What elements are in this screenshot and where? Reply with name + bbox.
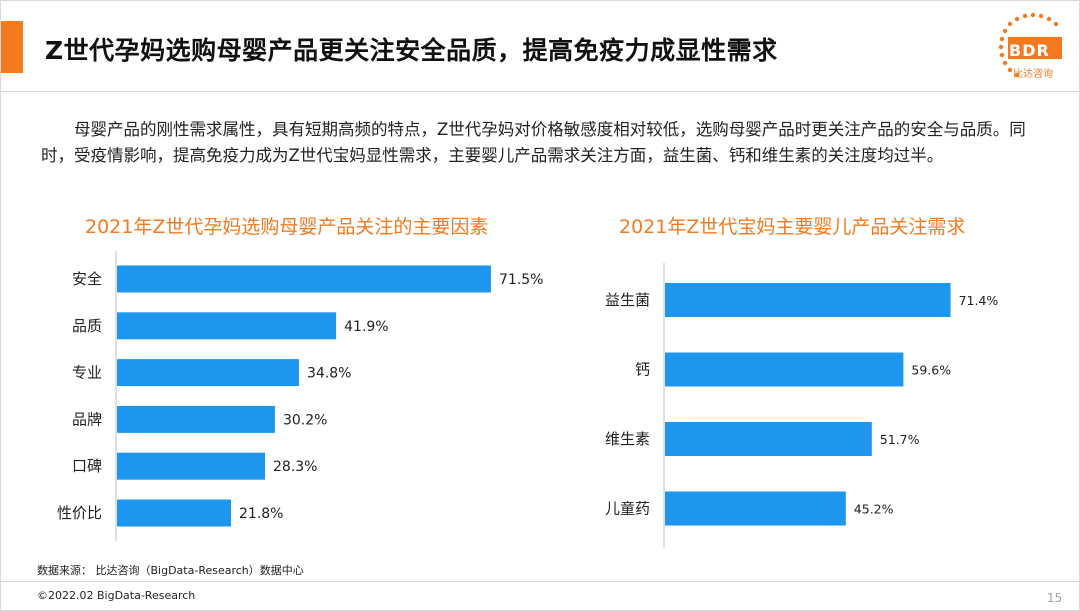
factor-bar: [117, 312, 337, 340]
need-value-label: 59.6%: [911, 363, 951, 378]
factor-value-label: 30.2%: [283, 412, 327, 428]
page-number: 15: [1047, 591, 1063, 605]
factor-category-label: 专业: [72, 364, 102, 382]
factor-bar: [117, 265, 491, 293]
factor-bar: [117, 405, 275, 433]
factor-value-label: 71.5%: [499, 272, 543, 288]
factor-category-label: 性价比: [57, 504, 102, 522]
chart-title-factors: 2021年Z世代孕妈选购母婴产品关注的主要因素: [85, 216, 489, 238]
footer-divider: [1, 581, 1080, 582]
need-category-label: 益生菌: [605, 291, 650, 309]
factor-value-label: 28.3%: [273, 459, 317, 475]
chart-title-needs: 2021年Z世代宝妈主要婴儿产品关注需求: [619, 216, 966, 238]
factor-category-label: 口碑: [72, 457, 102, 475]
factor-value-label: 41.9%: [344, 319, 388, 335]
logo-subtitle: 比达咨询: [1013, 69, 1053, 80]
factor-value-label: 34.8%: [307, 366, 351, 382]
logo-brand: BDR: [1009, 41, 1050, 60]
need-bar: [665, 491, 846, 526]
copyright: ©2022.02 BigData-Research: [37, 589, 196, 602]
data-source: 数据来源： 比达咨询（BigData-Research）数据中心: [37, 564, 304, 577]
intro-paragraph: 母婴产品的刚性需求属性，具有短期高频的特点，Z世代孕妈对价格敏感度相对较低，选购…: [41, 120, 1026, 165]
factor-value-label: 21.8%: [239, 506, 283, 522]
need-category-label: 儿童药: [605, 500, 650, 518]
factor-bar: [117, 359, 300, 387]
need-value-label: 71.4%: [959, 293, 999, 308]
title-divider: [1, 91, 1080, 92]
chart-needs: 益生菌 71.4% 钙 59.6% 维生素 51.7% 儿童药 45.2%: [605, 263, 999, 548]
need-bar: [665, 283, 951, 317]
factor-category-label: 品牌: [72, 410, 102, 428]
need-category-label: 维生素: [605, 430, 650, 448]
need-value-label: 51.7%: [880, 432, 920, 447]
factor-category-label: 品质: [72, 317, 102, 335]
need-bar: [665, 422, 872, 456]
need-value-label: 45.2%: [854, 502, 894, 517]
title-accent-bar: [1, 21, 23, 73]
title-bar: Z世代孕妈选购母婴产品更关注安全品质，提高免疫力成显性需求: [1, 21, 981, 83]
factor-bar: [117, 452, 266, 480]
bdr-logo-icon: [998, 12, 1062, 78]
factor-category-label: 安全: [72, 270, 102, 288]
need-category-label: 钙: [635, 361, 650, 379]
chart-factors: 安全 71.5% 品质 41.9% 专业 34.8% 品牌 30.2% 口碑 28.3% 性价比 21…: [57, 251, 543, 541]
need-bar: [665, 352, 904, 387]
page-title: Z世代孕妈选购母婴产品更关注安全品质，提高免疫力成显性需求: [45, 36, 778, 65]
factor-bar: [117, 499, 232, 527]
